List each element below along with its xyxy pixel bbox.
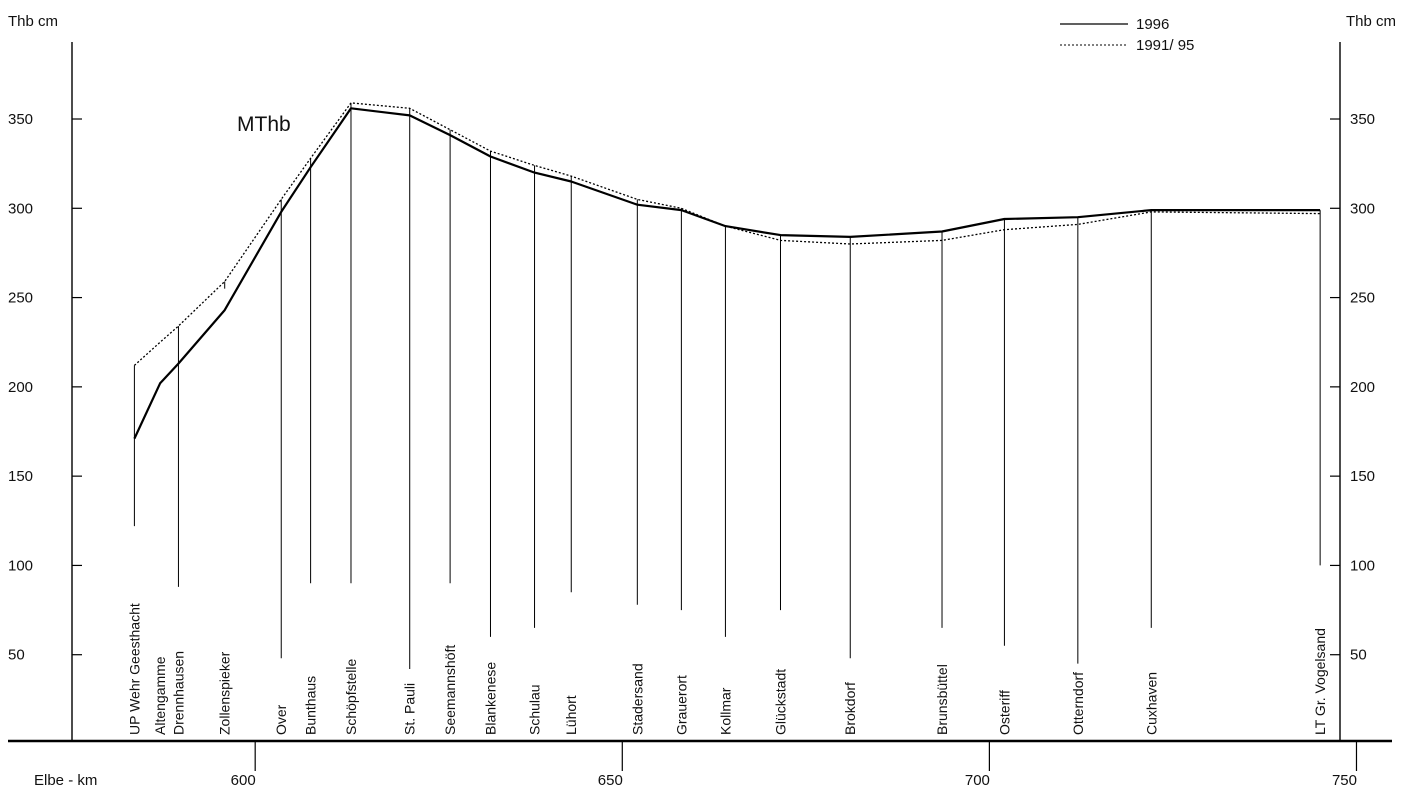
station-label: Brunsbüttel — [934, 664, 950, 735]
station-label: Schöpfstelle — [343, 659, 359, 735]
station-label: Zollenspieker — [217, 651, 233, 735]
y-tick-label-left-150: 150 — [8, 468, 33, 485]
station-markers: UP Wehr Geesthacht Altengamme Drennhausen Z… — [126, 102, 1328, 735]
series-lines — [133, 102, 1321, 440]
mthb-annotation: MThb — [237, 113, 291, 136]
station-label: Otterndorf — [1070, 672, 1086, 735]
y-tick-label-right-100: 100 — [1350, 557, 1375, 574]
y-ticks: 50 50 100 100 150 150 200 200 250 250 300 300 350 350 — [8, 111, 1375, 664]
y-tick-label-right-200: 200 — [1350, 379, 1375, 396]
station-label: St. Pauli — [402, 683, 418, 735]
station-label: Blankenese — [482, 662, 498, 735]
station-label: Stadersand — [629, 663, 645, 735]
station-label: Cuxhaven — [1143, 672, 1159, 735]
y-tick-label-right-50: 50 — [1350, 647, 1367, 664]
series-line-1996 — [133, 107, 1321, 440]
x-ticks: 600 650 700 750 — [231, 741, 1358, 789]
station-label: Seemannshöft — [442, 645, 458, 735]
y-tick-label-right-300: 300 — [1350, 200, 1375, 217]
right-y-axis-label: Thb cm — [1346, 13, 1396, 30]
left-y-axis-label: Thb cm — [8, 13, 58, 30]
station-label: Bunthaus — [303, 676, 319, 735]
station-label: Brokdorf — [842, 682, 858, 735]
station-label: Drennhausen — [170, 651, 186, 735]
y-tick-label-right-250: 250 — [1350, 290, 1375, 307]
x-tick-label-750: 750 — [1332, 772, 1357, 789]
x-tick-label-600: 600 — [231, 772, 256, 789]
station-label: Over — [273, 704, 289, 735]
y-tick-label-left-50: 50 — [8, 647, 25, 664]
station-label: Altengamme — [152, 656, 168, 735]
y-tick-label-left-100: 100 — [8, 557, 33, 574]
station-label: Osteriff — [996, 690, 1012, 735]
series-line-1991-95 — [133, 102, 1321, 366]
legend: 1996 1991/ 95 — [1060, 16, 1194, 54]
station-label: UP Wehr Geesthacht — [126, 603, 142, 735]
station-label: LT Gr. Vogelsand — [1312, 628, 1328, 735]
y-tick-label-right-150: 150 — [1350, 468, 1375, 485]
station-label: Kollmar — [717, 687, 733, 735]
station-label: Grauerort — [673, 675, 689, 735]
y-tick-label-left-350: 350 — [8, 111, 33, 128]
x-axis-label: Elbe - km — [34, 772, 97, 789]
y-tick-label-left-250: 250 — [8, 290, 33, 307]
legend-label-1991-95: 1991/ 95 — [1136, 37, 1194, 54]
y-tick-label-left-200: 200 — [8, 379, 33, 396]
station-label: Glückstadt — [772, 669, 788, 735]
y-tick-label-left-300: 300 — [8, 200, 33, 217]
legend-label-1996: 1996 — [1136, 16, 1169, 33]
station-label: Lühort — [563, 695, 579, 735]
station-label: Schulau — [527, 684, 543, 735]
x-tick-label-650: 650 — [598, 772, 623, 789]
y-tick-label-right-350: 350 — [1350, 111, 1375, 128]
x-tick-label-700: 700 — [965, 772, 990, 789]
